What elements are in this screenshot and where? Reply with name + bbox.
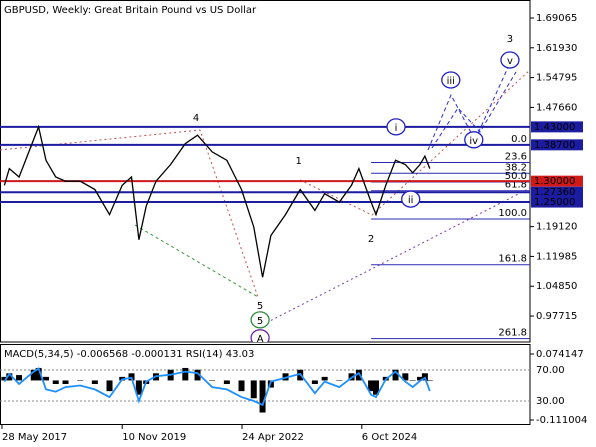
wave-circle [464, 131, 484, 149]
y-tick-label: 1.47660 [536, 102, 577, 113]
macd-bar [16, 375, 23, 381]
wave-circle [386, 118, 406, 136]
level-label: 1.27360 [534, 187, 575, 198]
x-tick-label: 24 Apr 2022 [242, 432, 304, 443]
macd-bar [106, 380, 113, 392]
level-box [531, 121, 583, 133]
wave-circle [441, 71, 461, 89]
y-tick-label: 1.61930 [536, 43, 577, 54]
macd-bar [259, 380, 266, 413]
x-tick-label: 10 Nov 2019 [122, 432, 186, 443]
x-tick-label: 28 May 2017 [2, 432, 67, 443]
level-label: 1.25000 [534, 197, 575, 208]
level-label: 1.30000 [534, 176, 575, 187]
projection [431, 71, 517, 149]
fib-label: 50.0 [505, 171, 527, 182]
macd-bar [135, 380, 142, 395]
wave-label: ii [408, 195, 414, 206]
macd-bar [62, 380, 69, 385]
indicator-frame [0, 344, 531, 425]
price-line [3, 124, 431, 278]
macd-bar [392, 369, 399, 381]
macd-bar [416, 376, 423, 381]
wave-label: 2 [368, 234, 374, 245]
wave-label: v [507, 56, 513, 67]
y-tick-label: -0.111004 [536, 415, 587, 426]
wave-label: 5 [257, 301, 263, 312]
wave-label: iii [447, 76, 455, 87]
projection [427, 62, 511, 151]
macd-bar [35, 367, 42, 381]
macd-bar [250, 380, 257, 399]
wave-label: 3 [507, 34, 513, 45]
rsi-line [3, 367, 431, 407]
macd-bar [336, 380, 343, 381]
chart-title: GBPUSD, Weekly: Great Britain Pound vs U… [4, 5, 257, 16]
macd-bar [77, 380, 84, 381]
macd-bar [182, 367, 189, 381]
macd-bar [6, 373, 13, 381]
level-box [531, 186, 583, 198]
level-box [531, 196, 583, 208]
fib-label: 100.0 [498, 208, 527, 219]
macd-bar [30, 369, 37, 381]
wave-line [261, 187, 530, 326]
wave-line [0, 129, 259, 298]
y-tick-label: 0.074147 [536, 349, 584, 360]
macd-bar [368, 380, 375, 392]
fib-label: 23.6 [505, 151, 527, 162]
fib-label: 61.8 [505, 180, 527, 191]
y-tick-label: 0.97715 [536, 311, 577, 322]
fib-label: 0.0 [511, 134, 527, 145]
level-label: 1.43000 [534, 122, 575, 133]
macd-bar [402, 373, 409, 381]
y-tick-label: 1.04850 [536, 281, 577, 292]
macd-bar [223, 380, 230, 385]
level-box [531, 175, 583, 187]
wave-line [134, 224, 259, 298]
macd-bar [372, 380, 379, 395]
wave-label: iv [469, 136, 478, 147]
wave-lines [0, 62, 530, 326]
y-tick-label: 1.69065 [536, 13, 577, 24]
wave-circle [250, 329, 270, 342]
y2-tick-label: 70.00 [536, 365, 565, 376]
macd-bar [209, 380, 216, 381]
wave-circle [250, 311, 270, 329]
wave-circle [500, 51, 520, 69]
wave-label: 5 [257, 316, 263, 327]
x-tick-label: 6 Oct 2024 [362, 432, 417, 443]
wave-label: 1 [296, 156, 302, 167]
main-frame [0, 0, 531, 343]
macd-bar [409, 380, 416, 381]
wave-label: i [395, 123, 398, 134]
level-label: 1.38700 [534, 140, 575, 151]
macd-bar [321, 376, 328, 381]
macd-bar [42, 376, 49, 381]
y-tick-label: 1.54795 [536, 73, 577, 84]
macd-bar [238, 380, 245, 392]
plot-area: 0.023.638.250.061.8100.0161.8261.83viiii… [0, 34, 530, 345]
y-tick-label: 1.11985 [536, 251, 577, 262]
wave-label: A [257, 334, 264, 345]
fib-label: 161.8 [498, 254, 527, 265]
wave-label: 4 [193, 113, 199, 124]
y2-tick-label: 30.00 [536, 396, 565, 407]
indicator-title: MACD(5,34,5) -0.006568 -0.000131 RSI(14)… [4, 349, 254, 360]
macd-bar [355, 369, 362, 381]
level-box [531, 139, 583, 151]
macd-bar [91, 380, 98, 385]
fib-label: 38.2 [505, 162, 527, 173]
wave-circle [401, 190, 421, 208]
macd-bar [128, 373, 135, 381]
y-tick-label: 1.19120 [536, 222, 577, 233]
fib-label: 261.8 [498, 328, 527, 339]
macd-bar [194, 369, 201, 381]
macd-bar [1, 376, 8, 381]
macd-bar [52, 380, 59, 385]
macd-bar [426, 380, 433, 381]
macd-bar [311, 380, 318, 385]
